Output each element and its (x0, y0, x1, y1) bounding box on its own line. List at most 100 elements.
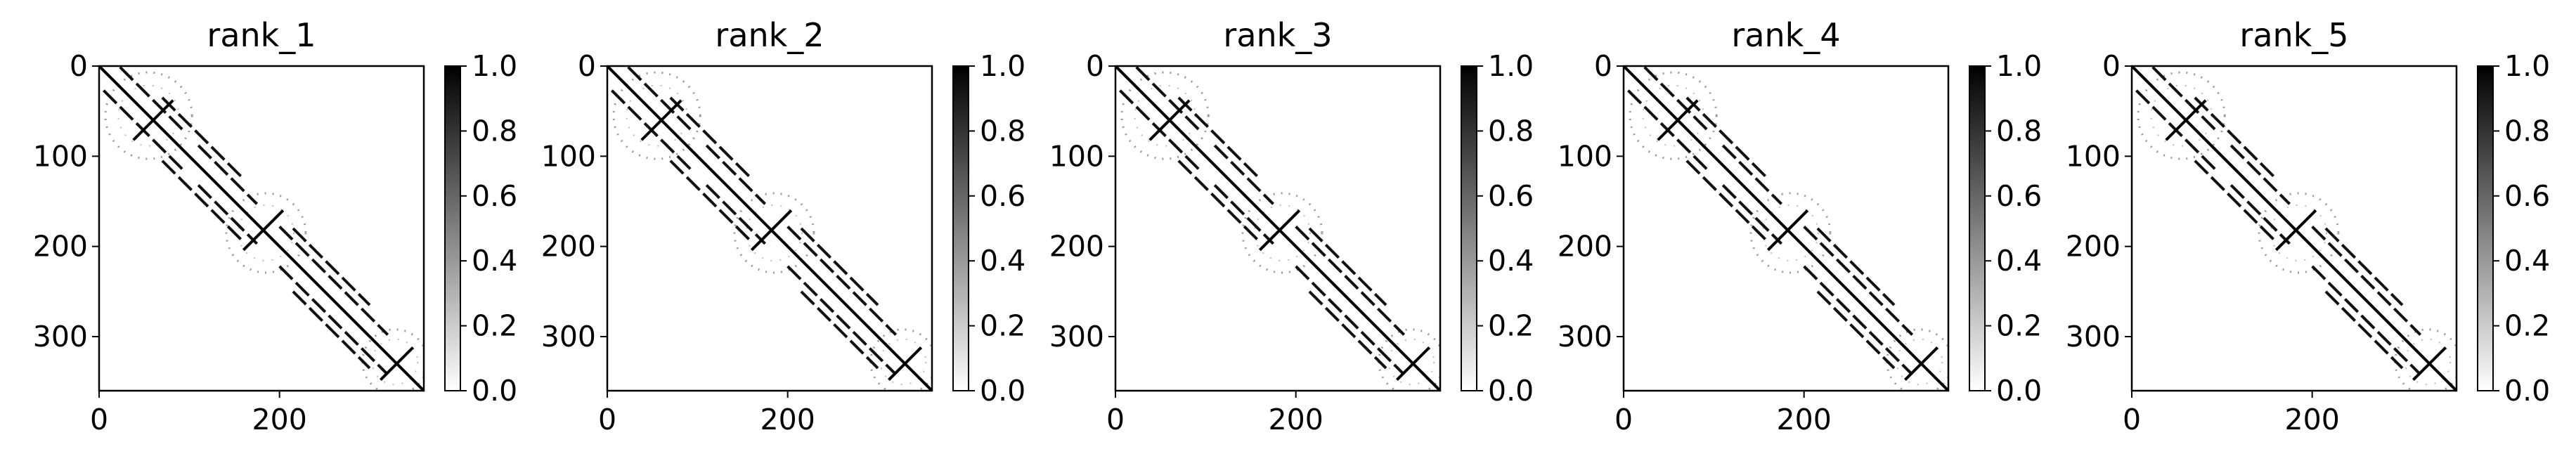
colorbar-tick-label: 0.0 (1488, 374, 1534, 408)
panel-1: rank_1 0 100 200 300 0 200 0.0 0.2 0.4 0.6 0.8 1.0 (33, 16, 517, 436)
contact-halo-1 (1629, 71, 1718, 160)
x-tick-label: 0 (1106, 403, 1125, 436)
colorbar-tick-label: 0.4 (1996, 244, 2042, 278)
band-2-seg-2-lower (1816, 290, 1896, 370)
heatmap-image (1115, 66, 1440, 391)
band-2-seg-2-upper (1308, 227, 1387, 306)
contact-halo-inner-2 (237, 204, 295, 261)
band-2-seg-2-lower (2324, 290, 2404, 370)
x-tick-label: 200 (1777, 403, 1832, 436)
crossing-1 (640, 99, 682, 141)
colorbar (444, 65, 461, 391)
y-tick-label: 100 (1558, 139, 1612, 173)
colorbar-tick-label: 0.8 (1996, 114, 2042, 148)
contact-halo-1 (104, 71, 193, 160)
colorbar-tick-label: 1.0 (1488, 49, 1534, 83)
band-1-seg-2-lower (1213, 183, 1274, 245)
contact-halo-inner-2 (1761, 204, 1819, 261)
colorbar-tick-label: 0.0 (1996, 374, 2042, 408)
colorbar-tick-label: 0.6 (2504, 179, 2550, 213)
panel-title: rank_1 (207, 16, 316, 54)
band-2-seg-1-upper (161, 96, 245, 180)
y-tick-label: 0 (1594, 49, 1612, 83)
y-tick-label: 200 (541, 230, 596, 264)
crossing-2 (1766, 209, 1809, 252)
band-1-seg-3-lower (1803, 265, 1914, 376)
colorbar-tick-label: 0.8 (980, 114, 1025, 148)
contact-halo-2 (225, 192, 307, 274)
band-1-seg-2-upper (197, 144, 258, 205)
colorbar-tick-label: 0.2 (2504, 309, 2550, 343)
y-tick-label: 100 (33, 139, 88, 173)
band-2-seg-1-upper (1685, 96, 1769, 180)
panel-title: rank_2 (715, 16, 824, 54)
crossing-1 (1148, 99, 1191, 141)
band-2-seg-1-lower (669, 160, 753, 243)
contact-halo-2 (733, 192, 815, 274)
x-tick-label: 200 (1269, 403, 1323, 436)
y-tick-label: 200 (33, 230, 88, 264)
band-1-seg-3-lower (278, 265, 389, 376)
contact-halo-2 (1241, 192, 1323, 274)
colorbar-tick-label: 0.8 (1488, 114, 1534, 148)
band-2-seg-2-upper (800, 227, 879, 306)
colorbar-tick-label: 0.4 (980, 244, 1025, 278)
heatmap-image (99, 66, 424, 391)
colorbar-tick-label: 0.2 (472, 309, 517, 343)
colorbar-tick-label: 0.2 (1488, 309, 1534, 343)
x-tick-label: 200 (760, 403, 815, 436)
band-2-seg-2-lower (1308, 290, 1387, 370)
heatmap-image (2132, 66, 2457, 391)
colorbar-tick-label: 0.0 (472, 374, 517, 408)
contact-halo-1 (1120, 71, 1210, 160)
crossing-1 (2165, 99, 2207, 141)
band-1-seg-3-lower (1295, 265, 1406, 376)
axes-frame (606, 65, 933, 392)
crossing-2 (2274, 209, 2317, 252)
contact-halo-inner-3 (1387, 338, 1435, 386)
colorbar-tick-label: 0.8 (2504, 114, 2550, 148)
y-tick-label: 200 (2066, 230, 2121, 264)
panel-title: rank_4 (1731, 16, 1840, 54)
y-tick-label: 300 (1049, 320, 1104, 353)
band-2-seg-1-lower (1685, 160, 1769, 243)
band-1-seg-1-upper (2149, 66, 2219, 134)
y-tick-label: 300 (541, 320, 596, 353)
band-1-seg-3-lower (787, 265, 898, 376)
band-1-seg-3-upper (1295, 226, 1406, 336)
band-1-seg-3-upper (2311, 226, 2422, 336)
band-1-seg-3-upper (787, 226, 898, 336)
axes-frame (1114, 65, 1442, 392)
y-tick-label: 0 (70, 49, 88, 83)
y-tick-label: 100 (1049, 139, 1104, 173)
band-1-seg-1-upper (625, 66, 694, 134)
x-tick-label: 200 (2285, 403, 2340, 436)
panel-2: rank_2 0 100 200 300 0 200 0.0 0.2 0.4 0.6 0.8 1.0 (541, 16, 1025, 436)
band-2-seg-1-lower (161, 160, 245, 243)
band-2-seg-1-lower (1177, 160, 1261, 243)
x-tick-label: 200 (252, 403, 307, 436)
colorbar (952, 65, 969, 391)
crossing-2 (1258, 209, 1301, 252)
panel-3: rank_3 0 100 200 300 0 200 0.0 0.2 0.4 0.6 0.8 1.0 (1049, 16, 1534, 436)
band-2-seg-2-lower (292, 290, 371, 370)
colorbar (1461, 65, 1477, 391)
contact-halo-1 (612, 71, 701, 160)
y-tick-label: 300 (2066, 320, 2121, 353)
colorbar-tick-label: 0.4 (472, 244, 517, 278)
band-1-seg-2-lower (705, 183, 766, 245)
panel-title: rank_3 (1223, 16, 1332, 54)
axes-frame (1622, 65, 1950, 392)
contact-halo-inner-2 (745, 204, 803, 261)
heatmap-image (1624, 66, 1948, 391)
contact-halo-2 (2258, 192, 2340, 274)
colorbar-tick-label: 1.0 (2504, 49, 2550, 83)
y-tick-label: 200 (1558, 230, 1612, 264)
colorbar-tick-label: 0.0 (980, 374, 1025, 408)
colorbar-tick-label: 1.0 (472, 49, 517, 83)
x-tick-label: 0 (598, 403, 616, 436)
contact-halo-2 (1749, 192, 1832, 274)
band-1-seg-1-upper (1133, 66, 1203, 134)
band-1-seg-2-upper (2229, 144, 2291, 205)
